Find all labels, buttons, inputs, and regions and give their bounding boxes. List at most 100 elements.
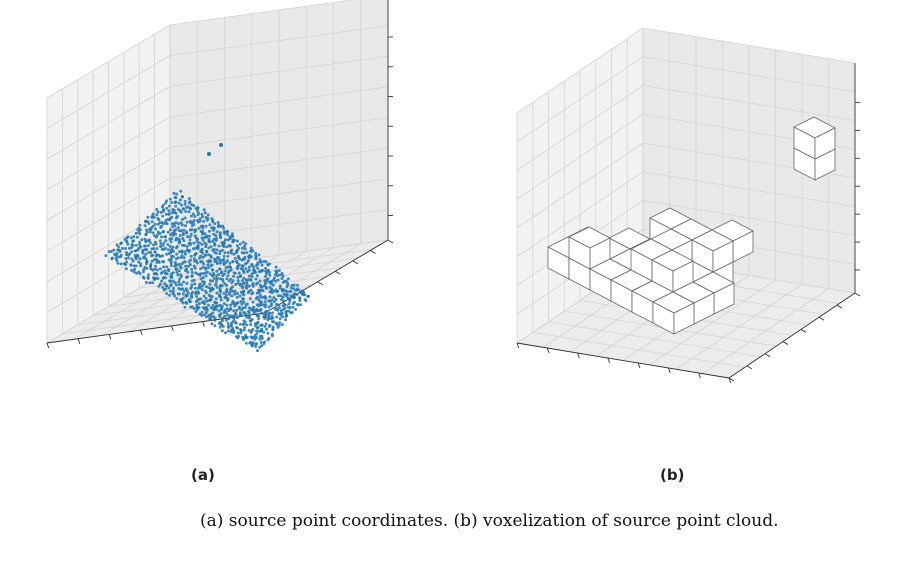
source-point bbox=[211, 218, 215, 222]
source-point bbox=[165, 252, 169, 256]
source-point bbox=[189, 258, 193, 262]
source-point bbox=[190, 274, 194, 278]
source-point bbox=[170, 201, 174, 204]
source-point bbox=[207, 266, 211, 270]
source-point bbox=[183, 252, 187, 256]
source-point bbox=[266, 331, 270, 335]
source-point bbox=[236, 331, 240, 335]
panel-b-x-axis bbox=[516, 342, 730, 379]
panel-b-grid-line bbox=[702, 288, 829, 374]
panel-b-x-tick bbox=[577, 352, 580, 359]
source-point bbox=[281, 274, 285, 278]
source-point bbox=[226, 233, 229, 236]
source-point bbox=[224, 310, 228, 314]
source-point bbox=[223, 232, 227, 235]
source-point bbox=[268, 295, 272, 299]
source-point bbox=[244, 242, 248, 246]
source-point bbox=[174, 232, 177, 236]
source-point bbox=[207, 229, 211, 233]
source-point bbox=[184, 224, 187, 228]
source-point bbox=[159, 242, 163, 246]
source-point bbox=[241, 267, 245, 271]
source-point bbox=[186, 264, 190, 268]
source-point bbox=[219, 295, 223, 299]
source-point bbox=[180, 195, 184, 199]
source-point bbox=[143, 255, 147, 259]
source-point bbox=[232, 316, 235, 320]
source-point bbox=[263, 340, 267, 344]
source-point bbox=[294, 307, 298, 311]
source-point bbox=[267, 271, 271, 274]
source-point bbox=[242, 257, 246, 261]
source-point bbox=[220, 329, 224, 333]
source-point bbox=[179, 229, 183, 233]
source-point bbox=[236, 336, 240, 340]
source-point bbox=[296, 283, 299, 287]
source-point bbox=[187, 210, 191, 214]
source-point bbox=[226, 274, 230, 278]
source-point bbox=[219, 323, 223, 326]
source-point bbox=[167, 286, 171, 290]
source-point bbox=[183, 250, 187, 254]
source-point bbox=[278, 321, 282, 325]
panel-a-y-tick bbox=[317, 281, 323, 286]
source-point bbox=[169, 264, 173, 267]
source-point bbox=[214, 308, 218, 311]
source-point bbox=[181, 233, 185, 237]
source-point bbox=[190, 270, 194, 274]
source-point bbox=[244, 333, 248, 337]
source-point bbox=[277, 269, 281, 272]
source-point bbox=[207, 246, 211, 250]
source-point bbox=[177, 262, 181, 266]
source-point bbox=[117, 245, 121, 249]
source-point bbox=[267, 336, 271, 340]
source-point bbox=[205, 285, 208, 289]
source-point bbox=[244, 341, 248, 345]
source-point bbox=[271, 316, 275, 320]
source-point bbox=[209, 298, 213, 302]
source-point bbox=[220, 248, 224, 252]
source-point bbox=[192, 264, 196, 268]
source-point bbox=[225, 290, 229, 294]
source-point bbox=[226, 298, 230, 302]
panel-b-y-tick bbox=[800, 329, 807, 333]
source-point bbox=[236, 301, 240, 305]
source-point bbox=[250, 329, 254, 333]
source-point bbox=[222, 258, 226, 261]
source-point bbox=[241, 338, 245, 342]
source-point bbox=[224, 331, 227, 335]
source-point bbox=[119, 262, 123, 266]
source-point bbox=[191, 212, 195, 216]
source-point bbox=[200, 236, 204, 240]
source-point bbox=[190, 295, 193, 299]
source-point bbox=[249, 278, 252, 281]
source-point bbox=[287, 302, 291, 306]
source-point bbox=[276, 289, 279, 293]
source-point bbox=[245, 302, 249, 306]
source-point bbox=[179, 210, 183, 214]
source-point bbox=[195, 261, 199, 265]
panel-a-y-tick bbox=[352, 260, 359, 265]
source-point bbox=[230, 232, 234, 236]
source-point bbox=[241, 306, 245, 310]
panel-a-x-tick bbox=[140, 329, 143, 336]
source-point bbox=[115, 243, 119, 247]
source-point bbox=[161, 203, 165, 207]
panel-b-grid-line bbox=[516, 27, 644, 114]
source-point bbox=[176, 256, 180, 260]
source-point bbox=[297, 288, 301, 292]
panel-b-y-tick bbox=[728, 377, 735, 382]
source-point bbox=[282, 304, 286, 308]
source-point bbox=[237, 271, 241, 275]
source-point bbox=[151, 224, 155, 228]
source-point bbox=[137, 260, 141, 264]
source-point bbox=[133, 253, 137, 257]
source-point bbox=[185, 281, 189, 285]
source-point bbox=[212, 247, 216, 251]
outlier-point bbox=[207, 152, 211, 156]
source-point bbox=[285, 281, 289, 285]
source-point bbox=[250, 344, 254, 348]
source-point bbox=[147, 239, 151, 243]
source-point bbox=[145, 248, 149, 251]
source-point bbox=[181, 217, 184, 221]
